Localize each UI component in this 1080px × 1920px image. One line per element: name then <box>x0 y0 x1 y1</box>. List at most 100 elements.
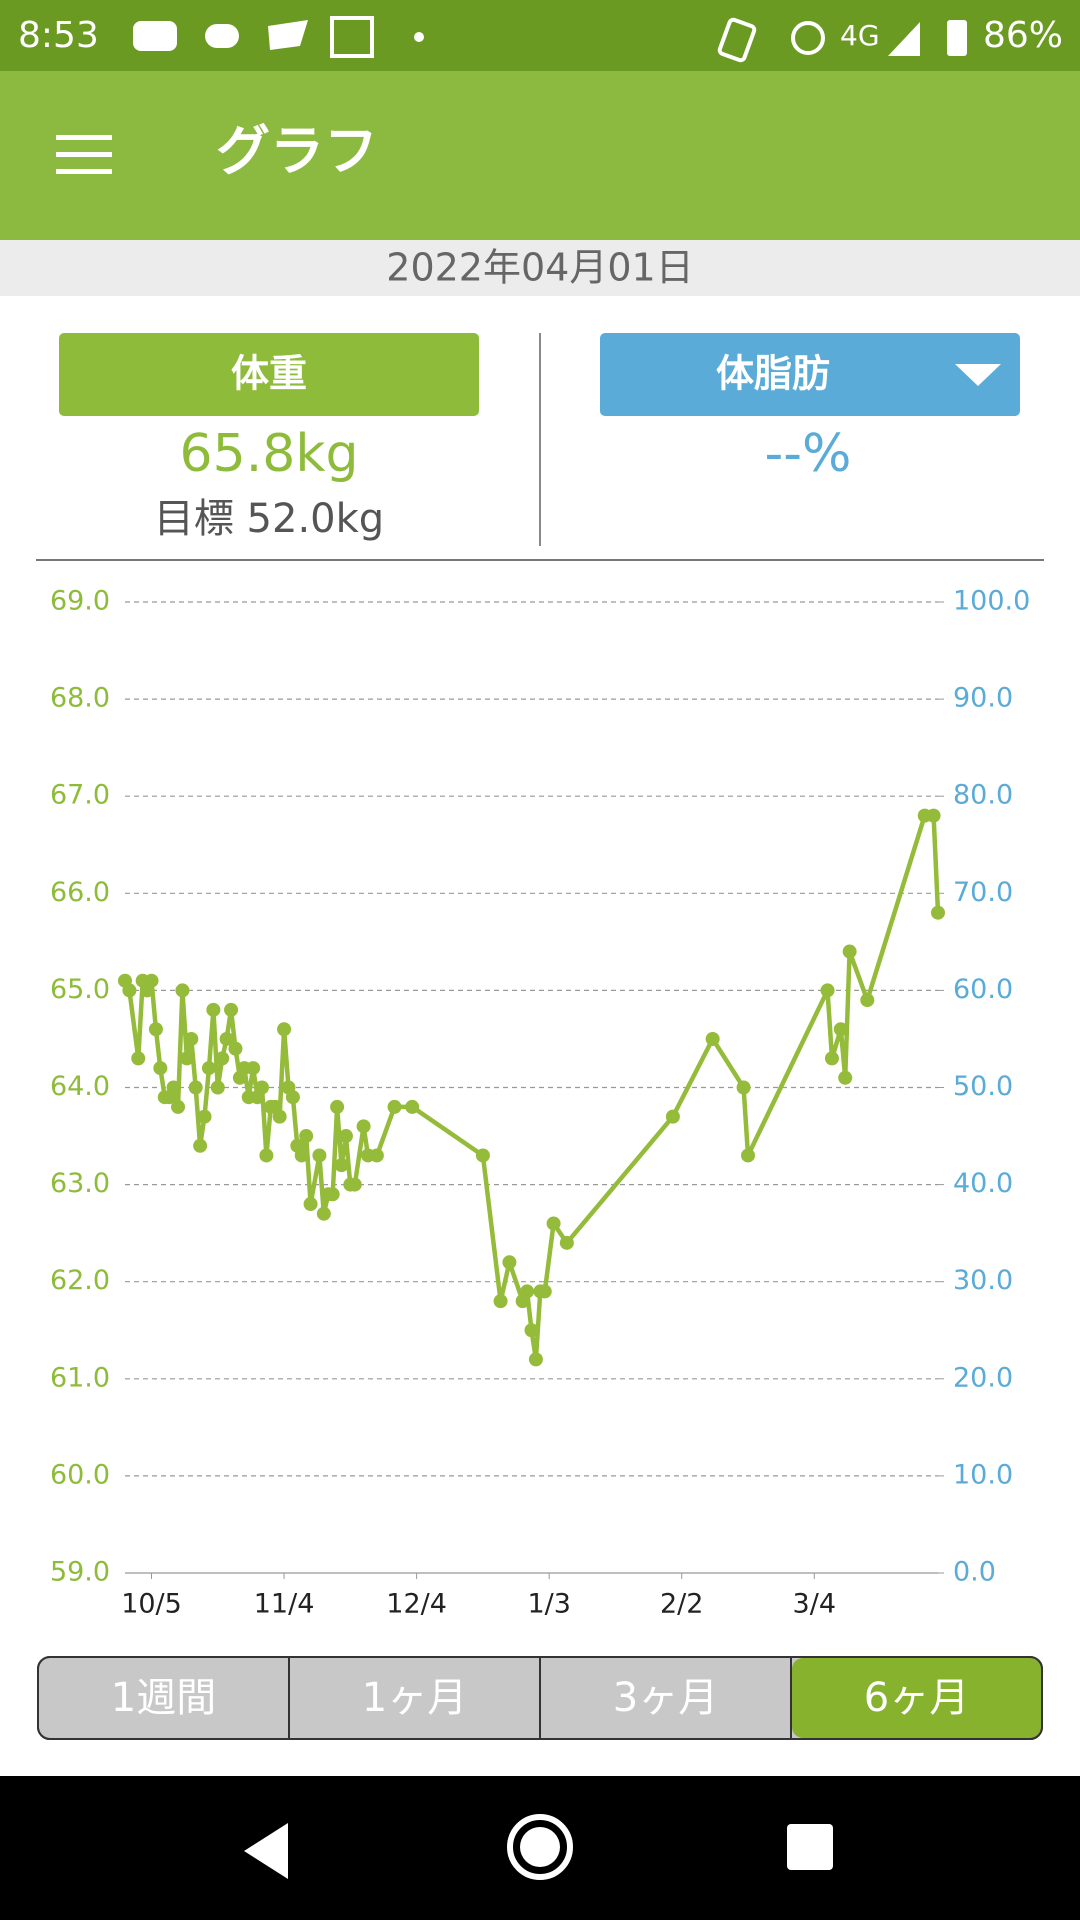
nav-home-ring <box>507 1814 573 1880</box>
status-icon <box>947 20 967 56</box>
weight-point <box>254 1080 269 1095</box>
weight-point <box>294 1148 309 1163</box>
weight-point <box>131 1051 146 1066</box>
weight-point <box>524 1323 539 1338</box>
y2-tick-label: 90.0 <box>953 683 1013 714</box>
weight-point <box>175 983 190 998</box>
dropdown-arrow <box>955 364 1001 386</box>
weight-point <box>303 1197 318 1212</box>
chart: 59.0 60.0 61.0 62.0 63.0 64.0 65.0 66.0 67.0 68.0… <box>50 586 1030 1620</box>
weight-button[interactable] <box>59 333 479 416</box>
app-title: グラフ <box>216 120 378 183</box>
period-label: 1週間 <box>111 1675 216 1721</box>
weight-point <box>210 1080 225 1095</box>
weight-point <box>330 1099 345 1114</box>
nav-recents[interactable] <box>787 1824 833 1870</box>
weight-point <box>166 1080 181 1095</box>
status-icon <box>268 20 308 50</box>
status-network: 4G <box>840 19 880 52</box>
y2-tick-label: 40.0 <box>953 1168 1013 1199</box>
date-bar <box>0 240 1080 296</box>
weight-point <box>741 1148 756 1163</box>
weight-point <box>338 1129 353 1144</box>
weight-point <box>528 1352 543 1367</box>
weight-point <box>201 1061 216 1076</box>
menu-line <box>56 152 112 157</box>
status-icon <box>717 17 757 63</box>
weight-point <box>171 1099 186 1114</box>
y-tick-label: 60.0 <box>50 1459 110 1490</box>
weight-point <box>926 808 941 823</box>
weight-point <box>860 993 875 1008</box>
app-bar <box>0 71 1080 240</box>
weight-point <box>206 1002 221 1017</box>
separator <box>36 559 1044 561</box>
body-fat-dropdown[interactable] <box>600 333 1020 416</box>
period-tab[interactable] <box>39 1658 288 1738</box>
weight-point <box>179 1051 194 1066</box>
weight-point <box>272 1109 287 1124</box>
period-label: 1ヶ月 <box>362 1675 467 1721</box>
weight-point <box>387 1099 402 1114</box>
body-fat-value: --% <box>765 424 852 484</box>
weight-point <box>277 1022 292 1037</box>
weight-point <box>475 1148 490 1163</box>
y2-tick-label: 60.0 <box>953 974 1013 1005</box>
nav-home-dot <box>520 1827 560 1867</box>
weight-point <box>931 905 945 920</box>
x-tick-label: 10/5 <box>121 1589 182 1620</box>
x-tick-label: 1/3 <box>527 1589 570 1620</box>
weight-point <box>838 1070 853 1085</box>
status-bar <box>0 0 1080 71</box>
menu-button[interactable] <box>56 135 112 174</box>
status-battery: 86% <box>983 15 1063 56</box>
period-tab[interactable] <box>290 1658 539 1738</box>
weight-point <box>559 1235 574 1250</box>
period-label: 3ヶ月 <box>613 1675 718 1721</box>
x-tick-label: 12/4 <box>386 1589 447 1620</box>
weight-point <box>405 1099 420 1114</box>
y2-tick-label: 20.0 <box>953 1362 1013 1393</box>
body-fat-label: 体脂肪 <box>716 352 830 396</box>
weight-point <box>334 1158 349 1173</box>
weight-point <box>122 983 137 998</box>
weight-point <box>224 1002 239 1017</box>
period-outline <box>37 1656 1043 1740</box>
weight-point <box>144 973 159 988</box>
weight-point <box>188 1080 203 1095</box>
y2-tick-label: 0.0 <box>953 1557 996 1588</box>
weight-point <box>705 1031 720 1046</box>
weight-point <box>316 1206 331 1221</box>
nav-home[interactable] <box>507 1814 573 1880</box>
y-tick-label: 62.0 <box>50 1265 110 1296</box>
period-tab[interactable] <box>541 1658 790 1738</box>
weight-point <box>736 1080 751 1095</box>
y2-tick-label: 10.0 <box>953 1459 1013 1490</box>
weight-point <box>285 1090 300 1105</box>
divider <box>539 333 541 546</box>
y2-tick-label: 70.0 <box>953 877 1013 908</box>
x-tick-label: 11/4 <box>254 1589 315 1620</box>
y-tick-label: 65.0 <box>50 974 110 1005</box>
weight-point <box>246 1061 261 1076</box>
weight-point <box>215 1051 230 1066</box>
weight-point <box>153 1061 168 1076</box>
y-tick-label: 64.0 <box>50 1071 110 1102</box>
period-selector: 1週間 1ヶ月 3ヶ月 6ヶ月 <box>37 1656 1043 1740</box>
period-tab[interactable] <box>792 1658 1041 1738</box>
weight-value: 65.8kg <box>180 424 359 484</box>
weight-point <box>665 1109 680 1124</box>
status-icon <box>133 21 177 51</box>
y-tick-label: 68.0 <box>50 683 110 714</box>
status-icon <box>414 32 424 42</box>
weight-point <box>197 1109 212 1124</box>
weight-point <box>148 1022 163 1037</box>
menu-line <box>56 135 112 140</box>
y-tick-label: 63.0 <box>50 1168 110 1199</box>
nav-back[interactable] <box>244 1823 288 1879</box>
status-icon <box>330 16 374 58</box>
weight-point <box>312 1148 327 1163</box>
y-tick-label: 61.0 <box>50 1362 110 1393</box>
weight-point <box>193 1138 208 1153</box>
weight-point <box>219 1031 234 1046</box>
